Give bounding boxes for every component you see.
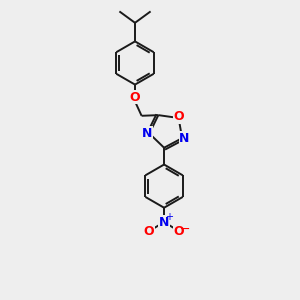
Text: N: N — [159, 216, 169, 229]
Text: O: O — [130, 91, 140, 104]
Text: O: O — [174, 110, 184, 123]
Text: O: O — [174, 225, 184, 238]
Text: N: N — [142, 127, 152, 140]
Text: O: O — [144, 225, 154, 238]
Text: −: − — [180, 223, 190, 236]
Text: N: N — [179, 132, 190, 145]
Text: +: + — [165, 212, 173, 222]
